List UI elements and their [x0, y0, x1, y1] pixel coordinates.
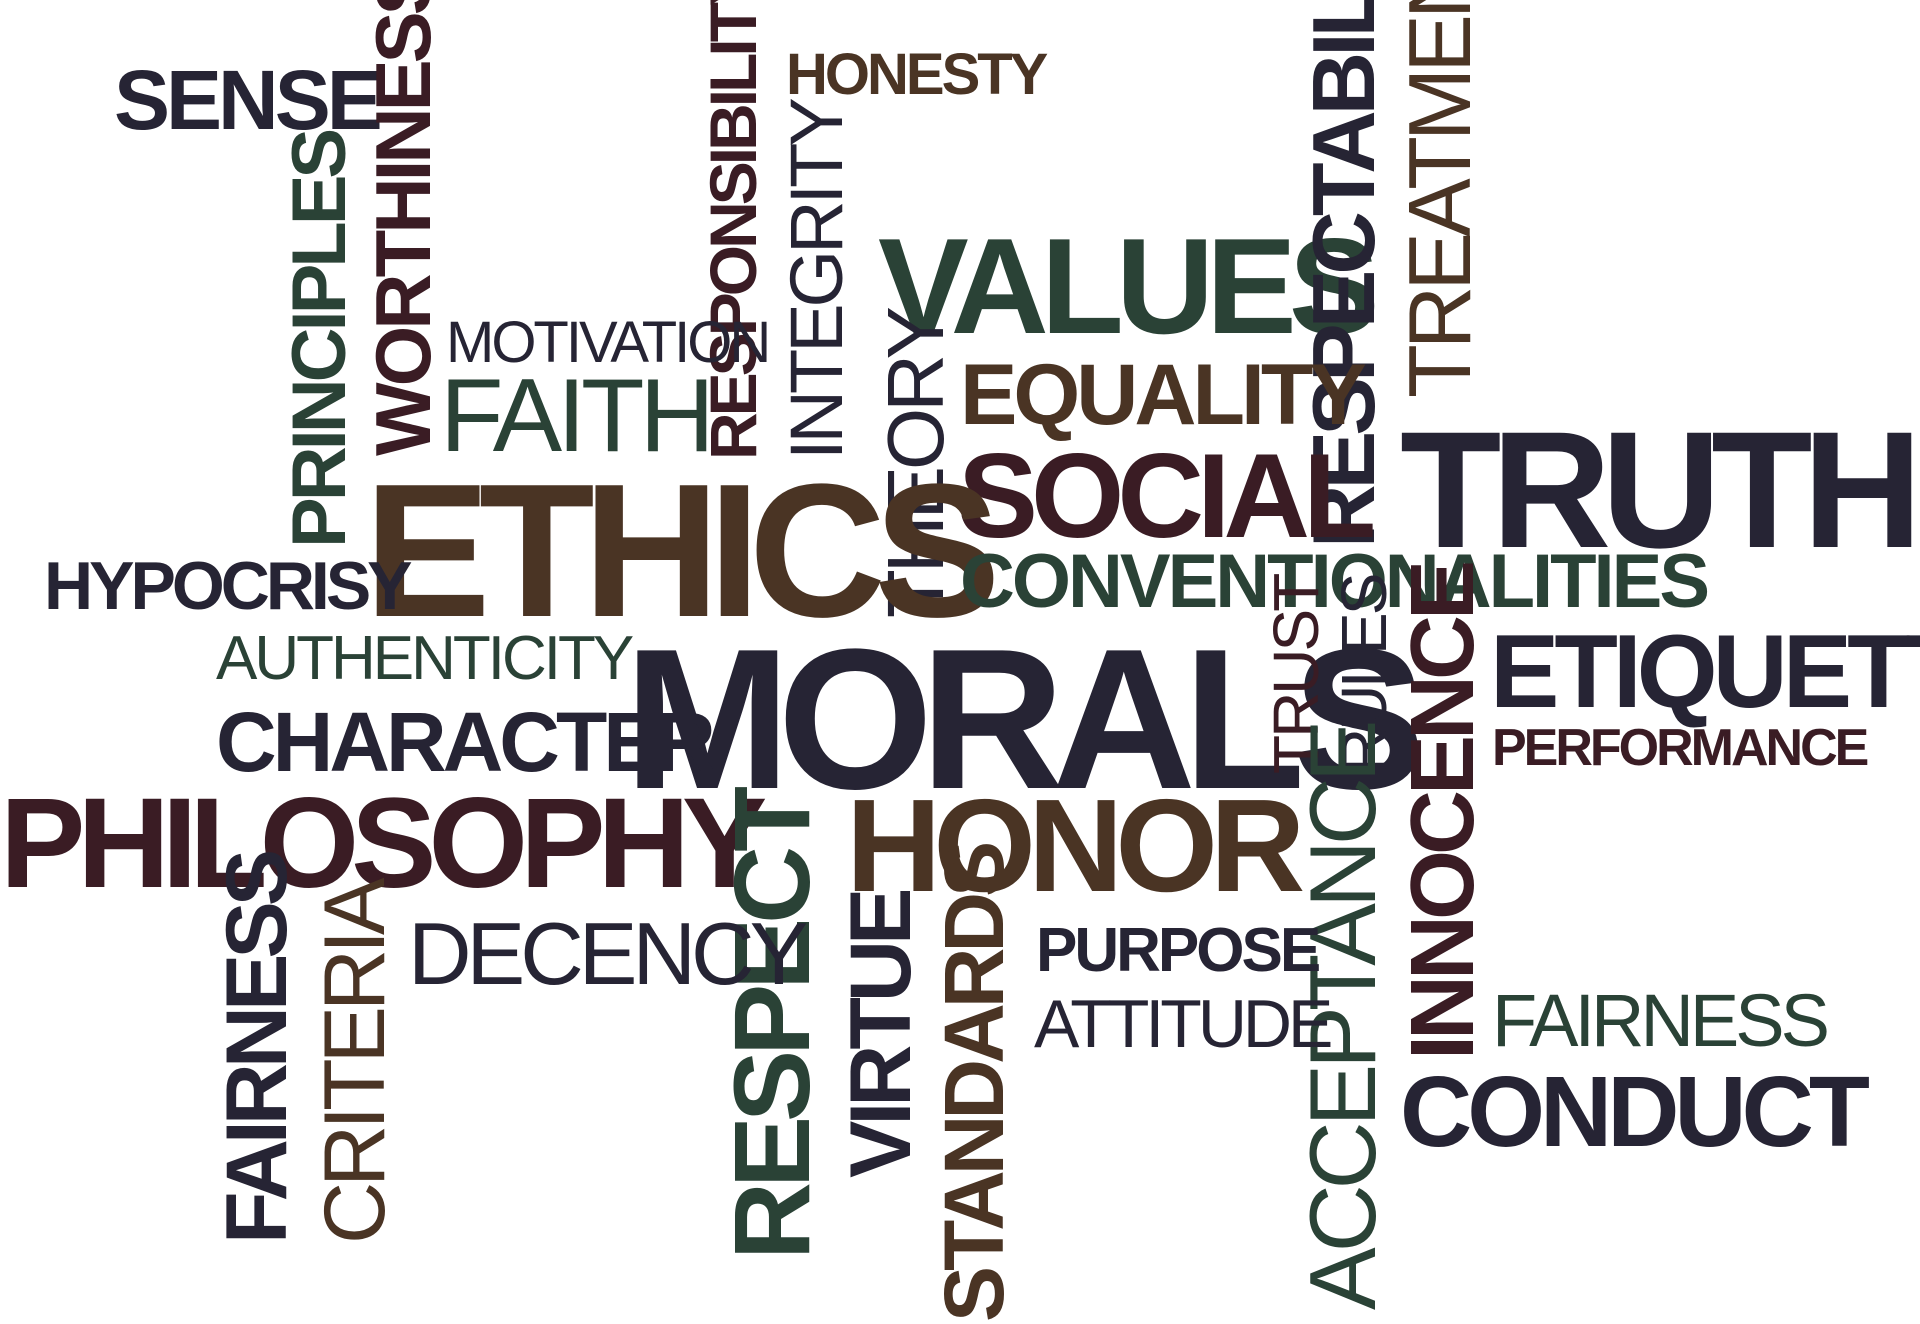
word-respect: RESPECT [711, 791, 832, 1260]
word-honesty: HONESTY [786, 42, 1048, 107]
word-attitude: ATTITUDE [1034, 986, 1333, 1062]
word-motivation: MOTIVATION [446, 310, 771, 375]
word-values: VALUES [878, 210, 1380, 362]
word-equality: EQUALITY [960, 347, 1367, 443]
word-truth: TRUTH [1400, 398, 1920, 583]
word-etiquette: ETIQUETTE [1490, 614, 1920, 730]
word-standards: STANDARDS [927, 845, 1021, 1322]
word-responsibility: RESPONSIBILITY [696, 0, 770, 460]
word-sense: SENSE [114, 53, 383, 147]
word-hypocrisy: HYPOCRISY [44, 548, 413, 624]
word-honor: HONOR [846, 772, 1305, 919]
word-faith: FAITH [440, 358, 715, 474]
word-treatment: TREATMENT [1390, 0, 1489, 398]
word-purpose: PURPOSE [1036, 916, 1321, 985]
word-performance: PERFORMANCE [1492, 719, 1869, 777]
word-virtue: VIRTUE [833, 892, 929, 1178]
word-authenticity: AUTHENTICITY [216, 624, 634, 693]
word-conduct: CONDUCT [1400, 1056, 1870, 1168]
word-morals: MORALS [624, 608, 1426, 831]
word-criteria: CRITERIA [307, 882, 403, 1244]
word-character: CHARACTER [216, 695, 716, 789]
word-conventionalities: CONVENTIONALITIES [960, 539, 1710, 624]
word-principles: PRINCIPLES [277, 131, 362, 548]
word-fairness-vertical: FAIRNESS [209, 853, 305, 1244]
word-fairness-horizontal: FAIRNESS [1492, 979, 1830, 1062]
word-social: SOCIAL [958, 429, 1376, 563]
word-philosophy: PHILOSOPHY [0, 772, 767, 915]
word-innocence: INNOCENCE [1393, 564, 1493, 1060]
word-worthiness: WORTHINESS [359, 0, 447, 456]
word-integrity: INTEGRITY [775, 101, 858, 460]
word-ethics: ETHICS [364, 445, 1001, 657]
word-decency: DECENCY [408, 904, 808, 1003]
